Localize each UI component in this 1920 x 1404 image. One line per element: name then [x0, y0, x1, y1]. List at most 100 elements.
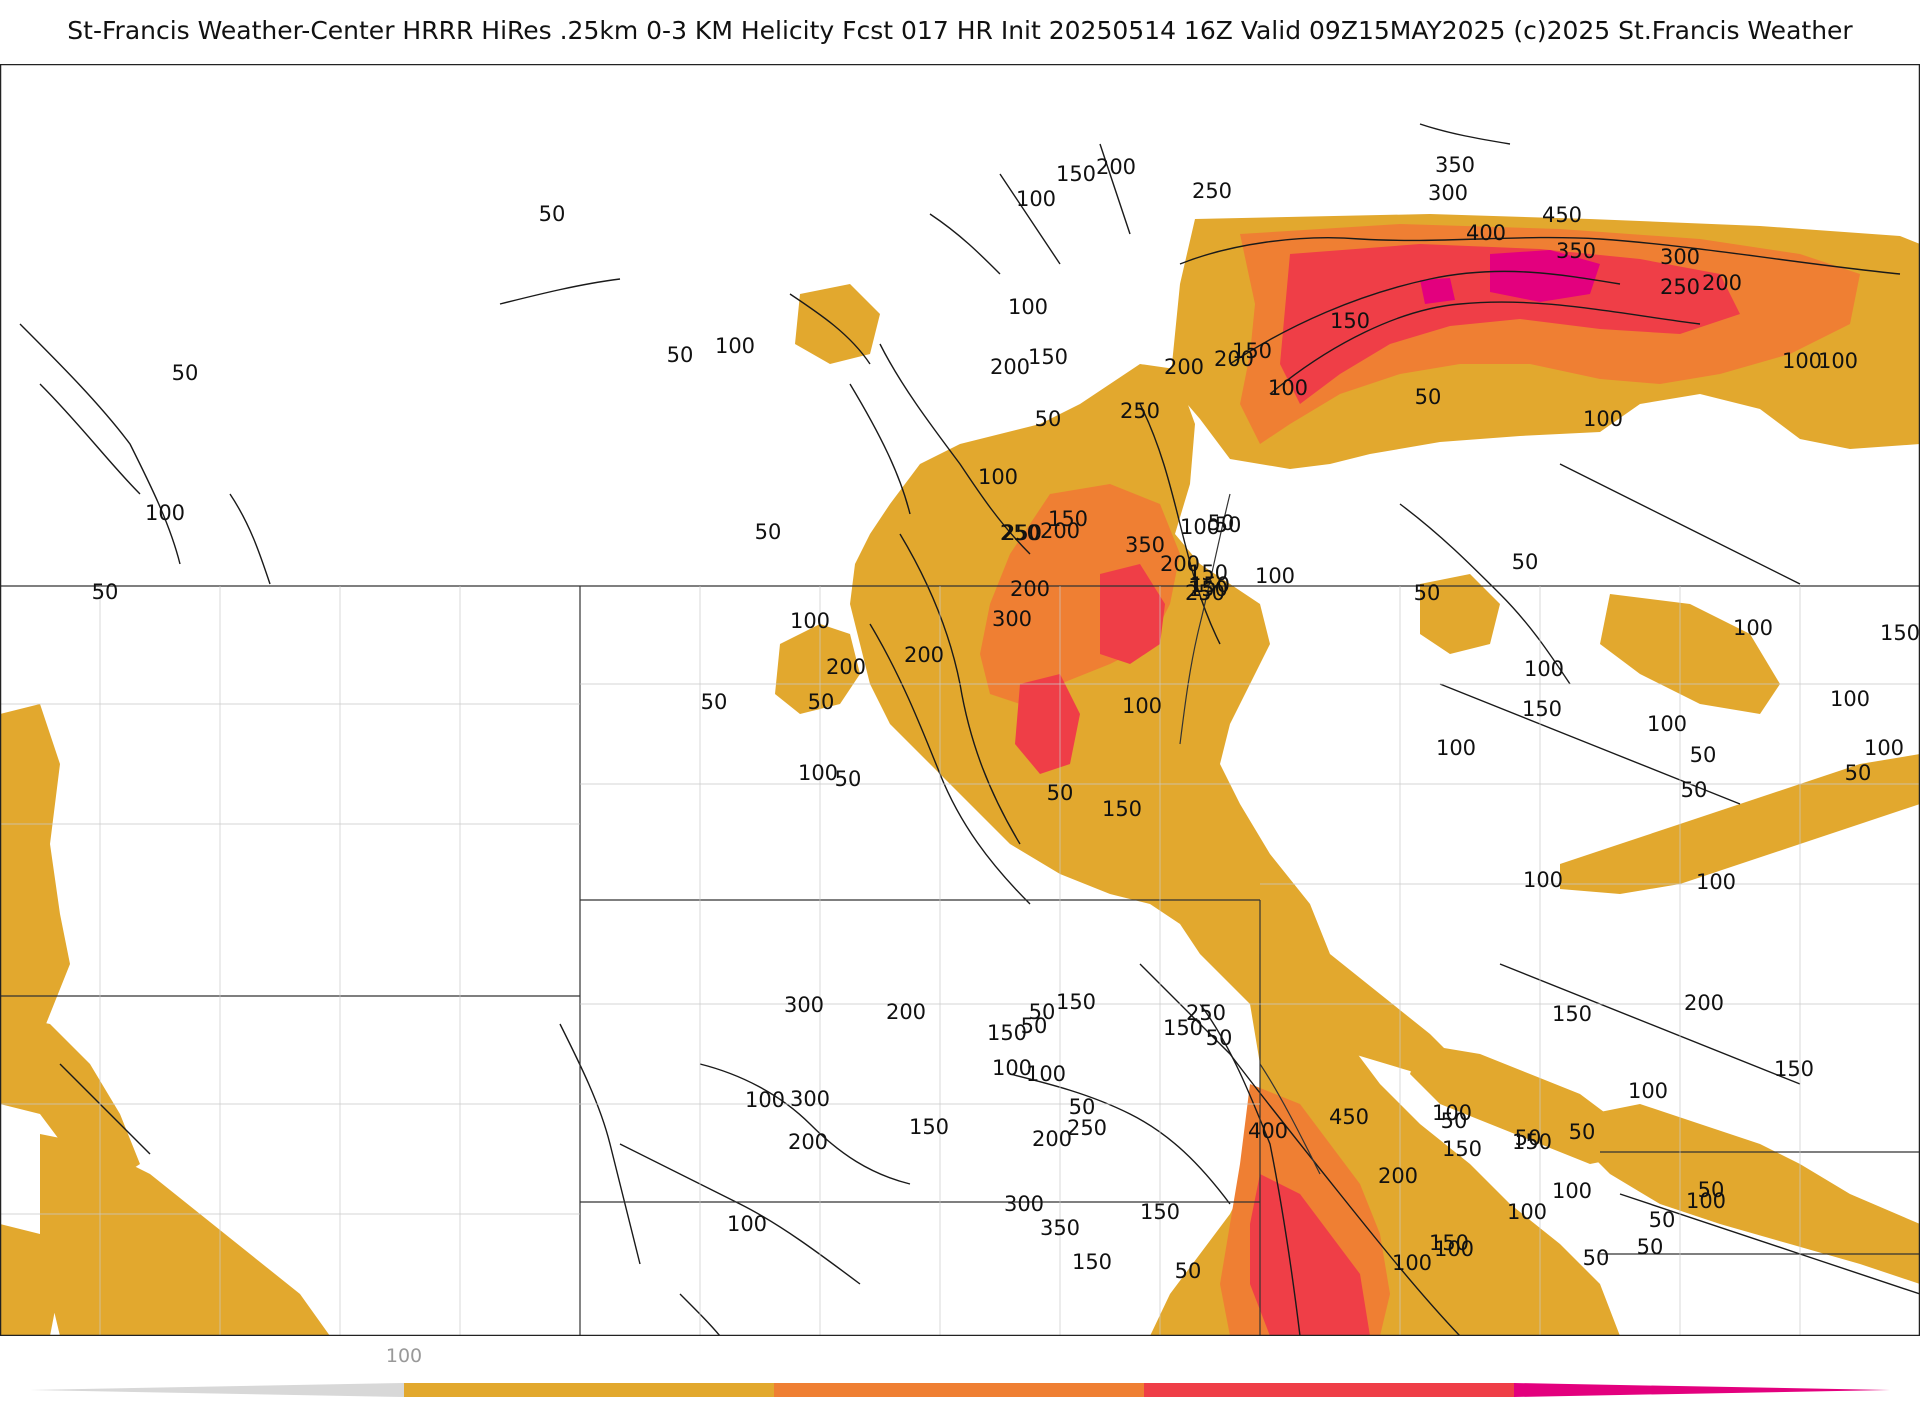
borders — [0, 493, 1920, 1336]
contour-label: 100 — [1122, 694, 1162, 718]
contour-label: 150 — [1442, 1137, 1482, 1161]
contour-label: 100 — [1818, 349, 1858, 373]
contour-label: 100 — [1432, 1101, 1472, 1125]
contour-label: 100 — [1524, 657, 1564, 681]
helicity-fill-400 — [1420, 250, 1600, 304]
contour-label: 250 — [1002, 521, 1042, 545]
contour-label: 100 — [1696, 870, 1736, 894]
contour-label: 50 — [755, 520, 782, 544]
contour-label: 100 — [145, 501, 185, 525]
legend-bin-300 — [1144, 1383, 1514, 1397]
contour-label: 50 — [1441, 1109, 1468, 1133]
contour-label: 100 — [798, 761, 838, 785]
contour-label: 350 — [1556, 239, 1596, 263]
contour-label: 150 — [1140, 1200, 1180, 1224]
contour-label: 100 — [1686, 1189, 1726, 1213]
contour-label: 100 — [1628, 1079, 1668, 1103]
contour-label: 50 — [1583, 1246, 1610, 1270]
contour-label: 50 — [808, 690, 835, 714]
contour-label: 250 — [1067, 1116, 1107, 1140]
contour-label: 100 — [1782, 349, 1822, 373]
contour-label: 250 — [1185, 581, 1225, 605]
map-title: St-Francis Weather-Center HRRR HiRes .25… — [67, 16, 1853, 45]
contour-label: 200 — [1010, 577, 1050, 601]
contour-label: 300 — [1004, 1192, 1044, 1216]
contour-label: 150 — [1072, 1250, 1112, 1274]
contour-label: 100 — [1647, 712, 1687, 736]
color-legend: 100 — [0, 1340, 1920, 1400]
contour-label: 50 — [1175, 1259, 1202, 1283]
contour-label: 200 — [1702, 271, 1742, 295]
contour-label: 50 — [539, 202, 566, 226]
contour-lines — [19, 123, 1920, 1336]
contour-label: 50 — [1069, 1095, 1096, 1119]
contour-label: 50 — [701, 690, 728, 714]
contour-label: 100 — [745, 1088, 785, 1112]
contour-label: 150 — [1880, 621, 1920, 645]
contour-label: 250 — [1186, 1001, 1226, 1025]
contour-label: 150 — [1774, 1057, 1814, 1081]
contour-label: 100 — [1180, 515, 1220, 539]
contour-label: 50 — [1690, 743, 1717, 767]
contour-label: 150 — [1056, 990, 1096, 1014]
contour-label: 50 — [92, 580, 119, 604]
contour-label: 200 — [1096, 155, 1136, 179]
contour-label: 200 — [1684, 991, 1724, 1015]
contour-label: 100 — [1434, 1237, 1474, 1261]
contour-label: 100 — [1733, 616, 1773, 640]
contour-label: 300 — [784, 993, 824, 1017]
legend-bin-200 — [774, 1383, 1144, 1397]
contour-label: 200 — [1040, 519, 1080, 543]
contour-label: 100 — [1016, 187, 1056, 211]
contour-label: 300 — [790, 1087, 830, 1111]
contour-label: 150 — [1188, 561, 1228, 585]
contour-label: 200 — [1160, 552, 1200, 576]
contour-label: 350 — [1040, 1216, 1080, 1240]
contour-label: 100 — [1026, 1062, 1066, 1086]
contour-label: 150 — [1429, 1231, 1469, 1255]
contour-label: 200 — [788, 1130, 828, 1154]
contour-label: 100 — [1552, 1179, 1592, 1203]
contour-label: 150 — [909, 1115, 949, 1139]
contour-label: 150 — [1330, 309, 1370, 333]
helicity-fill-300 — [1015, 244, 1740, 1336]
contour-label: 200 — [886, 1000, 926, 1024]
contour-label: 100 — [1864, 736, 1904, 760]
contour-label: 50 — [667, 343, 694, 367]
legend-bar-low-arrow — [30, 1383, 404, 1397]
contour-label: 150 — [1028, 345, 1068, 369]
contour-label: 250 — [1000, 521, 1040, 545]
contour-label: 50 — [1208, 511, 1235, 535]
contour-label: 100 — [1268, 376, 1308, 400]
contour-label: 100 — [1830, 687, 1870, 711]
contour-label: 150 — [1232, 339, 1272, 363]
contour-label: 50 — [1569, 1120, 1596, 1144]
contour-label: 100 — [1523, 868, 1563, 892]
contour-label: 100 — [727, 1212, 767, 1236]
contour-label: 400 — [1248, 1119, 1288, 1143]
contour-label: 150 — [1048, 507, 1088, 531]
contour-label: 250 — [1120, 399, 1160, 423]
contour-label: 400 — [1466, 221, 1506, 245]
contour-label: 50 — [1698, 1178, 1725, 1202]
contour-label: 300 — [992, 607, 1032, 631]
contour-label: 150 — [1190, 573, 1230, 597]
contour-label: 450 — [1542, 203, 1582, 227]
contour-label: 250 — [1192, 179, 1232, 203]
legend-bin-100 — [404, 1383, 774, 1397]
helicity-fill-100 — [0, 214, 1920, 1336]
contour-label: 200 — [1164, 355, 1204, 379]
contour-label: 150 — [1512, 1130, 1552, 1154]
contour-label: 450 — [1329, 1105, 1369, 1129]
contour-label: 50 — [1515, 1126, 1542, 1150]
contour-label: 100 — [1583, 407, 1623, 431]
contour-label: 50 — [1021, 1014, 1048, 1038]
contour-label: 50 — [1637, 1235, 1664, 1259]
contour-label: 100 — [992, 1056, 1032, 1080]
contour-label: 300 — [1660, 245, 1700, 269]
contour-label: 200 — [826, 655, 866, 679]
contour-label: 200 — [1214, 347, 1254, 371]
contour-label: 50 — [1415, 385, 1442, 409]
contour-label: 100 — [1436, 736, 1476, 760]
